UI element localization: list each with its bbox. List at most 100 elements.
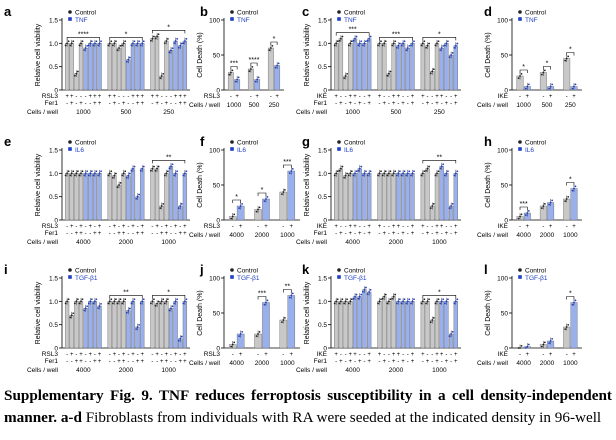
treatment-mark: -	[132, 359, 134, 365]
treatment-mark: -	[127, 231, 129, 237]
treatment-mark: -	[161, 224, 163, 230]
replicate-dot	[73, 74, 76, 77]
bar	[64, 43, 70, 91]
replicate-dot	[89, 42, 92, 45]
replicate-dot	[171, 305, 174, 308]
replicate-dot	[524, 347, 527, 349]
treatment-mark: -	[431, 101, 433, 107]
treatment-mark: -	[519, 224, 521, 230]
significance-label: ****	[78, 31, 89, 38]
replicate-dot	[170, 165, 172, 168]
replicate-dot	[355, 293, 358, 296]
panel-i: i 0 0.5 1.0 1.5 Relative cell viability Contro…	[4, 262, 190, 374]
treatment-mark: -	[250, 94, 252, 100]
replicate-dot	[174, 40, 177, 42]
treatment-mark: +	[454, 101, 458, 107]
replicate-dot	[436, 300, 438, 303]
replicate-dot	[231, 215, 234, 218]
treatment-mark: -	[66, 101, 68, 107]
replicate-dot	[268, 49, 271, 51]
significance-label: *	[167, 24, 170, 31]
replicate-dot	[400, 44, 403, 47]
y-tick-label: 1.5	[318, 276, 327, 283]
y-tick-label: 100	[497, 276, 508, 283]
significance-label: ***	[520, 201, 528, 208]
replicate-dot	[265, 301, 267, 304]
replicate-dot	[565, 198, 568, 200]
treatment-mark: -	[85, 101, 87, 107]
treatment-mark: -	[363, 231, 365, 237]
treatment-mark: +	[454, 352, 458, 358]
bar	[386, 173, 392, 221]
y-axis-label: Relative cell viability	[35, 23, 42, 86]
replicate-dot	[180, 335, 183, 338]
group-label: 250	[434, 109, 445, 116]
bar	[92, 173, 98, 221]
y-tick-label: 0	[504, 218, 508, 225]
bar	[69, 315, 74, 349]
replicate-dot	[165, 300, 168, 303]
bar	[362, 43, 367, 91]
treatment-mark: -	[232, 352, 234, 358]
replicate-dot	[388, 300, 390, 303]
replicate-dot	[357, 169, 360, 172]
treatment-mark: +	[349, 231, 353, 237]
replicate-dot	[115, 40, 117, 43]
replicate-dot	[410, 174, 412, 177]
replicate-dot	[115, 172, 117, 175]
replicate-dot	[254, 80, 257, 83]
treatment-mark: -	[363, 352, 365, 358]
groups-axis-label: Cells / well	[27, 239, 59, 246]
replicate-dot	[110, 40, 113, 43]
group-label: 2000	[255, 360, 270, 367]
legend-label-control: Control	[525, 140, 547, 147]
treatment-mark: +	[392, 94, 396, 100]
replicate-dot	[119, 45, 122, 47]
treatment-mark: +	[397, 224, 401, 230]
bar	[348, 43, 353, 91]
y-axis-label: Cell Death (%)	[485, 162, 492, 208]
treatment-mark: +	[98, 94, 102, 100]
treatment-mark: +	[264, 224, 268, 230]
replicate-dot	[428, 42, 430, 45]
treatment-mark: +	[445, 101, 449, 107]
replicate-dot	[185, 170, 188, 173]
replicate-dot	[445, 42, 448, 45]
bar	[173, 301, 178, 349]
treatment-mark: +	[392, 101, 396, 107]
replicate-dot	[234, 80, 237, 83]
replicate-dot	[420, 44, 423, 47]
treatment-mark: +	[117, 231, 121, 237]
replicate-dot	[519, 75, 521, 77]
replicate-dot	[362, 44, 364, 47]
treatment-mark: +	[549, 352, 553, 358]
treatment-mark: +	[89, 94, 93, 100]
replicate-dot	[384, 293, 387, 296]
replicate-dot	[540, 207, 543, 210]
replicate-dot	[448, 56, 451, 58]
y-tick-label: 50	[213, 53, 221, 60]
replicate-dot	[173, 174, 176, 177]
treatment-mark: -	[127, 224, 129, 230]
replicate-dot	[73, 302, 76, 305]
treatment-mark: -	[431, 94, 433, 100]
replicate-dot	[176, 170, 179, 173]
treatment-mark: +	[349, 359, 353, 365]
replicate-dot	[389, 170, 392, 173]
replicate-dot	[347, 302, 350, 305]
replicate-dot	[176, 298, 179, 301]
replicate-dot	[551, 199, 554, 202]
significance-label: *	[273, 36, 276, 43]
group-label: 1000	[280, 232, 295, 239]
replicate-dot	[100, 170, 102, 173]
treatment-mark: +	[179, 359, 183, 365]
replicate-dot	[75, 172, 78, 175]
replicate-dot	[336, 298, 339, 301]
bar	[405, 301, 410, 349]
significance-bracket	[379, 37, 413, 41]
treatment-mark: -	[75, 101, 77, 107]
replicate-dot	[363, 42, 366, 45]
bar	[135, 43, 140, 91]
treatment-mark: -	[379, 101, 381, 107]
